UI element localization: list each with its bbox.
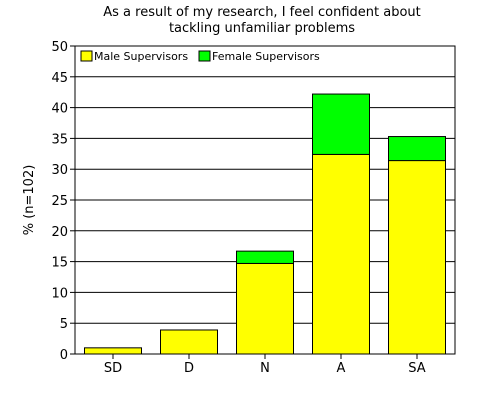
- gridlines: [75, 76, 455, 324]
- x-tick-label: A: [337, 361, 346, 376]
- y-tick-label: 0: [60, 348, 68, 363]
- legend-label: Female Supervisors: [212, 50, 320, 63]
- y-tick-label: 5: [60, 317, 68, 332]
- y-tick-label: 35: [51, 132, 68, 147]
- y-tick-label: 25: [51, 194, 68, 209]
- y-tick-label: 15: [51, 256, 68, 271]
- y-tick-labels: 0 5 10 15 20 25 30 35 40 45 50: [51, 40, 75, 363]
- x-tick-label: SD: [104, 361, 122, 376]
- legend-label: Male Supervisors: [94, 50, 188, 63]
- y-tick-label: 40: [51, 102, 68, 117]
- y-tick-label: 50: [51, 40, 68, 55]
- bar-N-female-supervisors: [236, 250, 294, 264]
- bar-SA-male-supervisors: [388, 160, 446, 355]
- y-tick-label: 30: [51, 163, 68, 178]
- bar-A-female-supervisors: [312, 93, 370, 155]
- bar-N-male-supervisors: [236, 262, 294, 355]
- bar-D-male-supervisors: [160, 329, 218, 355]
- chart-title-line-1: As a result of my research, I feel confi…: [103, 5, 421, 20]
- bar-SA-female-supervisors: [388, 136, 446, 162]
- bar-SD-male-supervisors: [84, 347, 142, 355]
- x-tick-label: D: [184, 361, 194, 376]
- x-tick-label: N: [260, 361, 270, 376]
- x-tick-label: SA: [408, 361, 425, 376]
- y-tick-label: 10: [51, 286, 68, 301]
- bars: [84, 93, 446, 355]
- y-tick-label: 45: [51, 71, 68, 86]
- y-tick-label: 20: [51, 225, 68, 240]
- x-tick-labels: SD D N A SA: [104, 354, 426, 376]
- legend: Male Supervisors Female Supervisors: [80, 50, 320, 63]
- bar-A-male-supervisors: [312, 153, 370, 355]
- legend-swatch: [198, 50, 211, 62]
- y-axis-label: % (n=102): [22, 165, 37, 236]
- legend-swatch: [80, 50, 93, 62]
- chart-title-line-2: tackling unfamiliar problems: [169, 21, 355, 36]
